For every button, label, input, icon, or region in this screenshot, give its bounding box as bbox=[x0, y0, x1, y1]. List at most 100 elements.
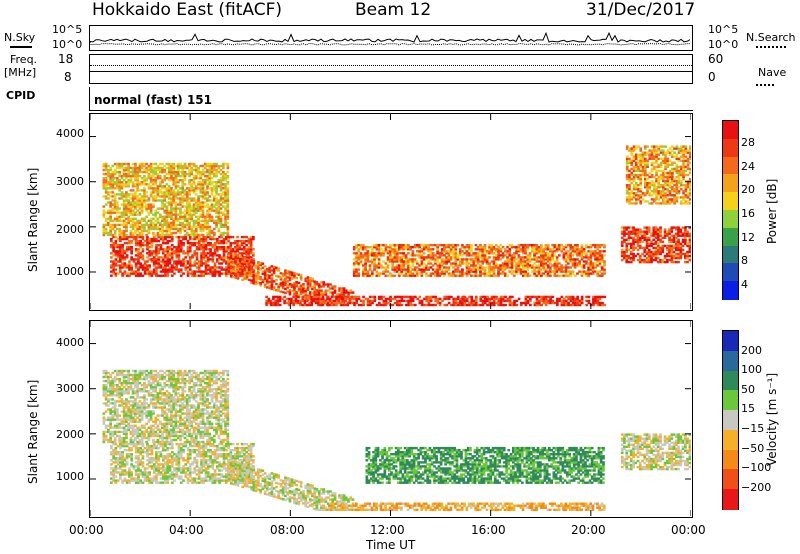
power-cell bbox=[422, 262, 426, 265]
power-cell bbox=[137, 260, 140, 263]
power-cell bbox=[170, 209, 173, 212]
power-cell bbox=[173, 272, 176, 275]
power-cell bbox=[147, 203, 151, 206]
power-cell bbox=[125, 225, 128, 229]
power-cell bbox=[208, 229, 212, 233]
power-cell bbox=[409, 303, 413, 307]
power-cell bbox=[670, 226, 674, 229]
power-cell bbox=[209, 242, 212, 245]
power-cell bbox=[199, 172, 203, 176]
power-cell bbox=[175, 254, 179, 257]
power-cell bbox=[161, 217, 164, 220]
power-cell bbox=[546, 266, 550, 269]
power-cell bbox=[177, 262, 181, 265]
power-cell bbox=[416, 274, 419, 277]
power-cell bbox=[107, 217, 110, 220]
power-cell bbox=[270, 265, 274, 268]
power-cell bbox=[562, 266, 566, 269]
power-cell bbox=[294, 297, 298, 301]
power-cell bbox=[371, 262, 374, 265]
power-cell bbox=[440, 250, 444, 253]
power-cell bbox=[164, 237, 167, 241]
power-cell bbox=[181, 187, 185, 190]
power-cell bbox=[477, 303, 480, 307]
power-cell bbox=[400, 244, 403, 247]
power-cell bbox=[127, 219, 130, 222]
power-cell bbox=[632, 238, 635, 241]
power-cell bbox=[134, 264, 138, 267]
power-cell bbox=[317, 291, 321, 294]
power-cell bbox=[125, 162, 128, 166]
power-cell bbox=[118, 187, 121, 190]
power-cell bbox=[679, 252, 683, 256]
power-cell bbox=[636, 252, 640, 256]
power-cell bbox=[202, 242, 206, 245]
power-cell bbox=[129, 225, 133, 229]
power-cell bbox=[121, 266, 124, 269]
power-cell bbox=[434, 295, 437, 299]
power-cell bbox=[140, 217, 144, 220]
power-cell bbox=[596, 274, 599, 277]
power-cell bbox=[149, 223, 153, 227]
power-cell bbox=[497, 248, 500, 251]
power-cell bbox=[194, 207, 198, 210]
power-cell bbox=[147, 168, 151, 172]
power-cell bbox=[201, 191, 205, 194]
power-cell bbox=[465, 268, 469, 271]
power-cell bbox=[479, 244, 482, 247]
power-cell bbox=[400, 248, 403, 251]
freq-tick-bottom: 8 bbox=[64, 70, 72, 84]
power-cell bbox=[118, 229, 121, 233]
power-cell bbox=[203, 223, 207, 227]
power-cell bbox=[542, 268, 545, 271]
power-cell bbox=[200, 256, 203, 259]
power-cell bbox=[535, 246, 539, 249]
power-cell bbox=[585, 303, 588, 307]
power-cell bbox=[122, 215, 126, 218]
power-cell bbox=[598, 252, 602, 255]
power-cell bbox=[215, 164, 218, 168]
power-cell bbox=[143, 225, 146, 229]
power-cell bbox=[645, 226, 649, 229]
power-cell bbox=[398, 248, 401, 251]
power-cell bbox=[681, 232, 685, 235]
power-cell bbox=[391, 256, 394, 259]
power-cell bbox=[371, 258, 374, 261]
power-cell bbox=[190, 205, 194, 208]
power-cell bbox=[127, 207, 130, 210]
power-cell bbox=[359, 254, 363, 257]
power-cell bbox=[321, 297, 325, 301]
power-cell bbox=[111, 172, 115, 176]
power-cell bbox=[188, 211, 191, 214]
power-cell bbox=[646, 200, 649, 203]
power-cell bbox=[672, 234, 676, 237]
power-cell bbox=[185, 227, 189, 231]
power-cell bbox=[486, 297, 489, 301]
power-cell bbox=[391, 268, 394, 271]
power-cell bbox=[170, 168, 173, 172]
power-cell bbox=[601, 301, 604, 305]
power-cell bbox=[632, 230, 635, 233]
power-cell bbox=[564, 270, 568, 273]
power-cell bbox=[137, 244, 140, 247]
power-cell bbox=[499, 297, 503, 301]
power-cell bbox=[194, 201, 198, 204]
power-cell bbox=[210, 164, 214, 168]
power-cell bbox=[188, 268, 192, 271]
power-cell bbox=[119, 254, 122, 257]
power-cell bbox=[206, 219, 209, 222]
power-cell bbox=[398, 244, 401, 247]
power-cell bbox=[650, 232, 653, 235]
power-cell bbox=[347, 293, 350, 296]
power-cell bbox=[524, 248, 527, 251]
power-cell bbox=[245, 259, 249, 263]
power-cell bbox=[192, 179, 196, 182]
power-cell bbox=[364, 266, 367, 269]
power-cell bbox=[201, 189, 205, 192]
power-cell bbox=[652, 254, 656, 258]
power-cell bbox=[501, 272, 505, 275]
power-cell bbox=[247, 242, 251, 245]
power-cell bbox=[172, 227, 176, 231]
power-cell bbox=[164, 270, 167, 273]
power-cell bbox=[436, 246, 439, 249]
